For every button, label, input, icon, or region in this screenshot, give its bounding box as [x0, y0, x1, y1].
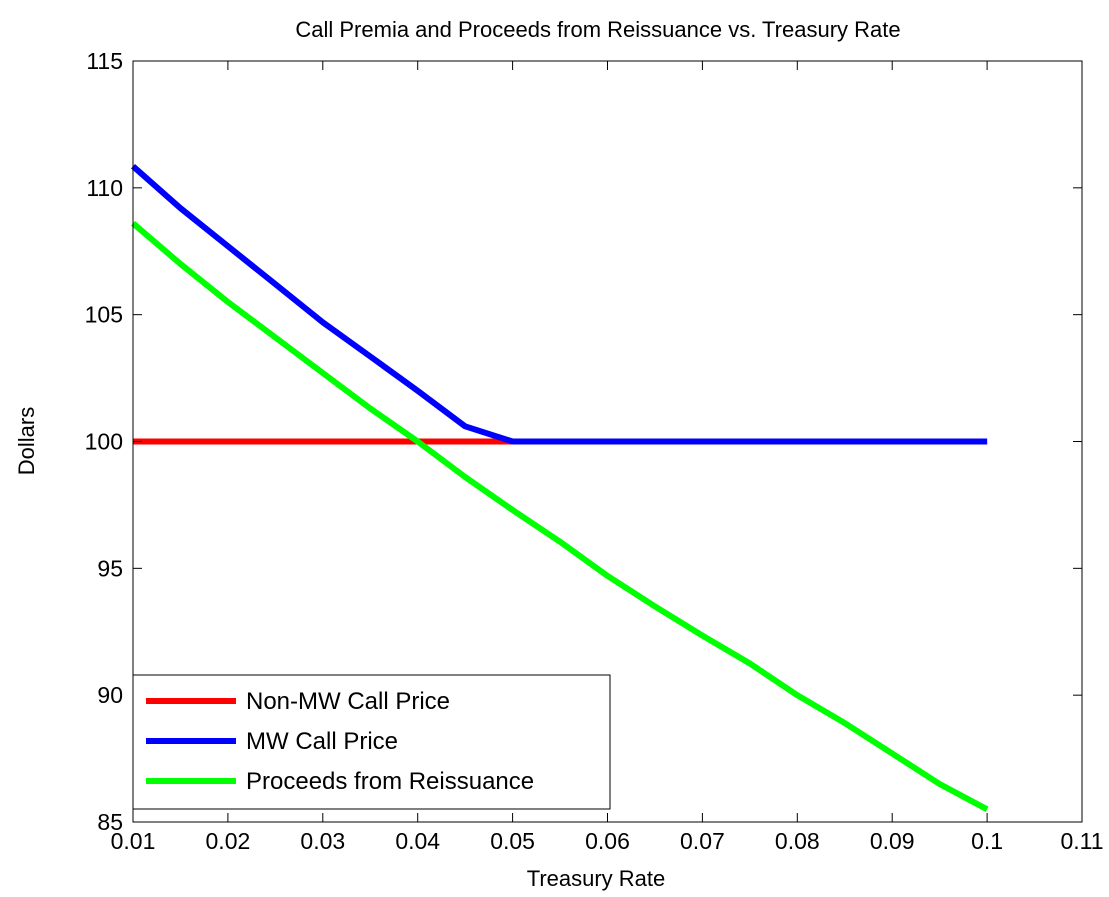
x-tick-label: 0.03	[300, 828, 345, 854]
x-tick-label: 0.07	[680, 828, 725, 854]
series-line-mw-call-price	[131, 164, 988, 445]
x-tick-label: 0.05	[490, 828, 535, 854]
legend-label-mw-call-price: MW Call Price	[246, 728, 398, 755]
y-tick-label: 115	[86, 48, 123, 74]
tick-layer: 0.01 0.02 0.03 0.04 0.05 0.06 0.07 0.08 0.09 0.1 0…	[85, 48, 1104, 854]
series-line-proceeds-from-reissuance	[131, 221, 989, 812]
x-tick-label: 0.1	[971, 828, 1003, 854]
x-tick-label: 0.01	[111, 828, 156, 854]
y-axis-label: Dollars	[14, 407, 39, 475]
y-tick-label: 85	[97, 809, 123, 835]
x-tick-label: 0.08	[775, 828, 820, 854]
y-tick-label: 95	[97, 555, 123, 581]
y-tick-label: 110	[86, 175, 123, 201]
legend-label-non-mw-call-price: Non-MW Call Price	[246, 688, 450, 715]
y-tick-label: 105	[85, 302, 123, 328]
legend: Non-MW Call Price MW Call Price Proceeds…	[132, 674, 611, 810]
x-tick-label: 0.11	[1060, 828, 1103, 854]
legend-label-proceeds-from-reissuance: Proceeds from Reissuance	[246, 768, 534, 795]
series-layer	[131, 164, 989, 812]
x-tick-label: 0.02	[206, 828, 251, 854]
x-tick-label: 0.09	[870, 828, 915, 854]
chart-title: Call Premia and Proceeds from Reissuance…	[295, 17, 900, 42]
x-axis-label: Treasury Rate	[527, 866, 666, 891]
x-tick-label: 0.04	[395, 828, 440, 854]
y-tick-label: 100	[85, 429, 123, 455]
y-tick-label: 90	[97, 682, 123, 708]
x-tick-label: 0.06	[585, 828, 630, 854]
